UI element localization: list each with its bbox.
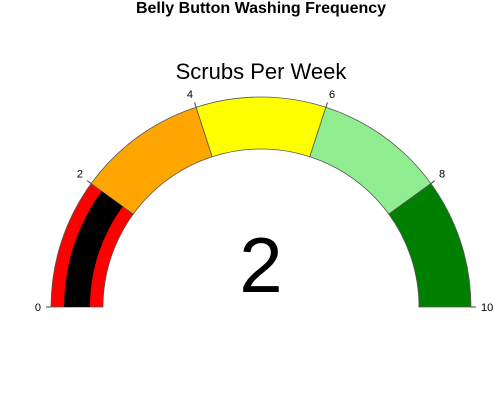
gauge-tick-6 [326,103,328,108]
gauge-tick-label: 2 [77,169,83,181]
gauge-tick-8 [431,181,435,184]
gauge-tick-label: 0 [35,302,41,314]
gauge-tick-4 [195,103,197,108]
gauge-title: Scrubs Per Week [176,59,348,84]
gauge-tick-label: 8 [439,169,445,181]
gauge-tick-label: 10 [481,302,493,314]
gauge-tick-label: 4 [187,89,193,101]
gauge-tick-2 [87,181,91,184]
gauge-tick-label: 6 [329,89,335,101]
gauge-value-label: 2 [239,221,282,309]
gauge-band-2 [196,97,326,157]
